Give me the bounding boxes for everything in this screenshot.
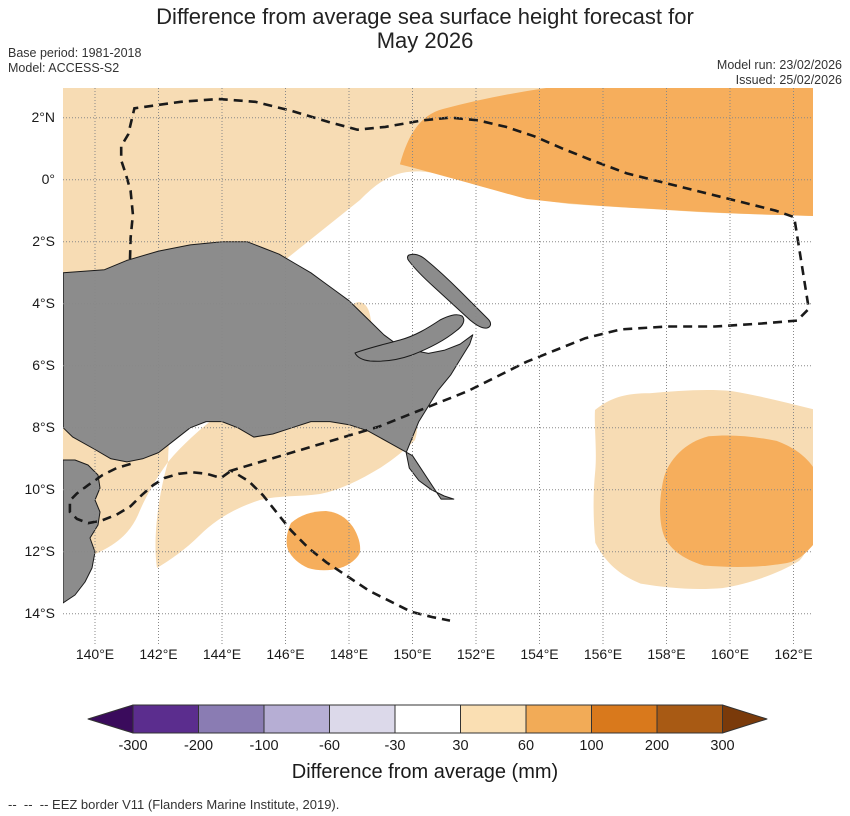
svg-text:-60: -60 xyxy=(319,738,340,754)
svg-text:-200: -200 xyxy=(184,738,213,754)
svg-text:60: 60 xyxy=(518,738,534,754)
svg-text:-300: -300 xyxy=(118,738,147,754)
svg-text:-30: -30 xyxy=(385,738,406,754)
svg-text:100: 100 xyxy=(579,738,603,754)
svg-text:300: 300 xyxy=(710,738,734,754)
svg-text:-100: -100 xyxy=(249,738,278,754)
svg-text:30: 30 xyxy=(452,738,468,754)
svg-text:200: 200 xyxy=(645,738,669,754)
svg-text:Difference from average (mm): Difference from average (mm) xyxy=(292,761,558,783)
